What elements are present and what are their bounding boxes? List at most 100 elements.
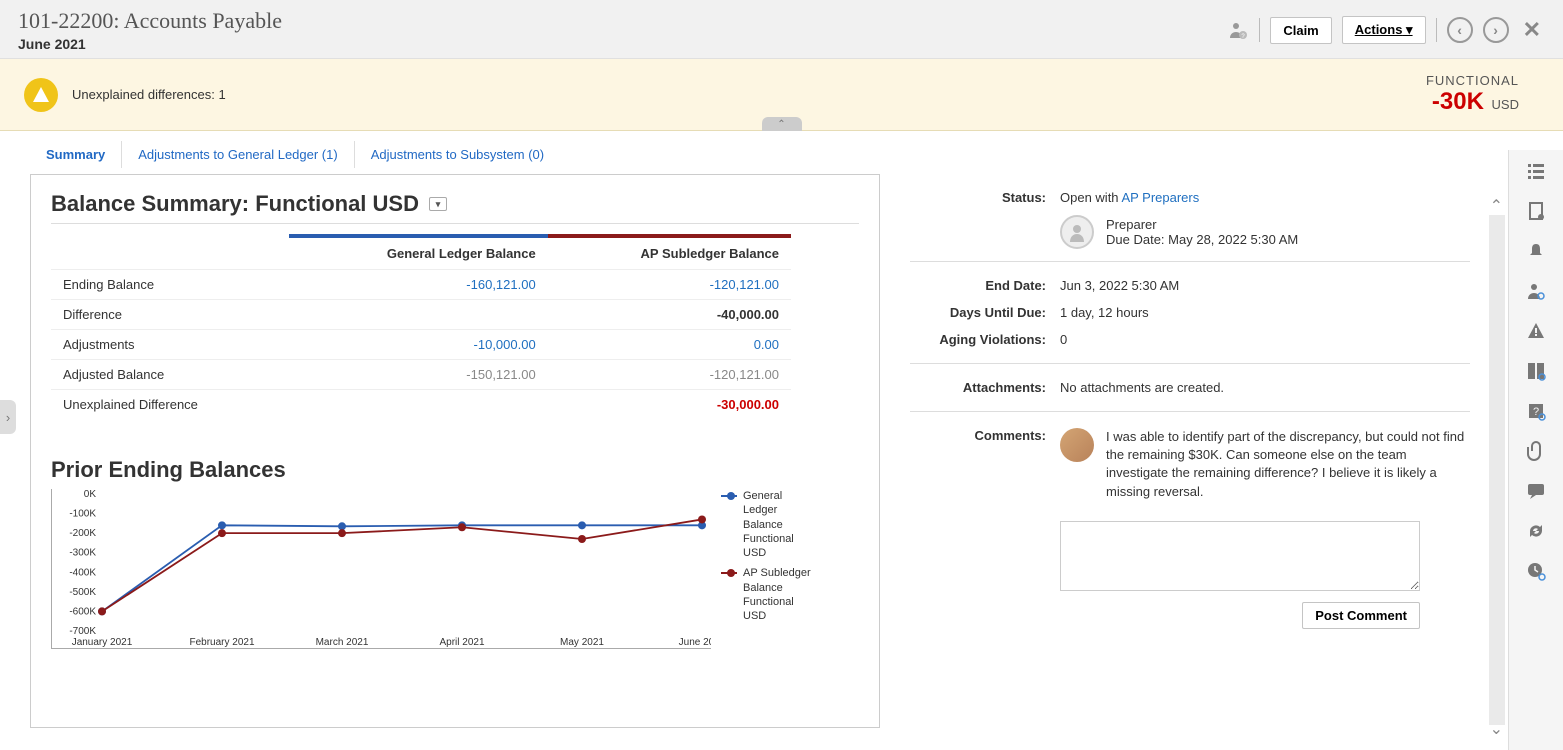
- svg-text:February 2021: February 2021: [189, 637, 254, 648]
- attachments-label: Attachments:: [910, 380, 1060, 395]
- svg-text:-200K: -200K: [69, 528, 96, 539]
- svg-text:March 2021: March 2021: [316, 637, 369, 648]
- legend-item: General Ledger Balance Functional USD: [721, 489, 813, 560]
- balance-summary-title: Balance Summary: Functional USD: [51, 191, 419, 217]
- col-header-ap: AP Subledger Balance: [548, 236, 791, 270]
- close-icon[interactable]: ✕: [1519, 17, 1545, 43]
- status-label: Status:: [910, 190, 1060, 205]
- post-comment-button[interactable]: Post Comment: [1302, 602, 1420, 629]
- comments-label: Comments:: [910, 428, 1060, 629]
- chart-title: Prior Ending Balances: [51, 457, 859, 483]
- attachments-value: No attachments are created.: [1060, 380, 1470, 395]
- row-gl: [289, 390, 548, 420]
- left-expand-handle[interactable]: ›: [0, 400, 16, 434]
- status-prefix: Open with: [1060, 190, 1121, 205]
- list-icon[interactable]: [1525, 160, 1547, 182]
- row-ap[interactable]: -120,121.00: [548, 270, 791, 300]
- days-due-label: Days Until Due:: [910, 305, 1060, 320]
- comment-avatar: [1060, 428, 1094, 462]
- person-question-icon[interactable]: ?: [1227, 19, 1249, 41]
- svg-text:-600K: -600K: [69, 606, 96, 617]
- balance-summary-table: General Ledger Balance AP Subledger Bala…: [51, 234, 791, 419]
- comment-input[interactable]: [1060, 521, 1420, 591]
- claim-button[interactable]: Claim: [1270, 17, 1331, 44]
- document-icon[interactable]: [1525, 200, 1547, 222]
- preparer-avatar: [1060, 215, 1094, 249]
- person-cog-icon[interactable]: [1525, 280, 1547, 302]
- functional-label: FUNCTIONAL: [1426, 73, 1519, 88]
- tab-adjustments-subsystem[interactable]: Adjustments to Subsystem (0): [355, 141, 560, 168]
- table-row: Adjustments-10,000.000.00: [51, 330, 791, 360]
- prior-balances-chart: 0K-100K-200K-300K-400K-500K-600K-700KJan…: [51, 489, 711, 649]
- aging-value: 0: [1060, 332, 1470, 347]
- actions-button[interactable]: Actions ▾: [1342, 16, 1426, 44]
- svg-text:0K: 0K: [84, 489, 97, 500]
- warning-text: Unexplained differences: 1: [72, 87, 226, 102]
- scroll-down-icon[interactable]: ⌄: [1490, 719, 1503, 739]
- row-label: Difference: [51, 300, 289, 330]
- aging-label: Aging Violations:: [910, 332, 1060, 347]
- status-link[interactable]: AP Preparers: [1121, 190, 1199, 205]
- svg-text:-700K: -700K: [69, 626, 96, 637]
- paperclip-icon[interactable]: [1525, 440, 1547, 462]
- details-panel: Status: Open with AP Preparers Preparer …: [910, 174, 1470, 728]
- bell-icon[interactable]: [1525, 240, 1547, 262]
- svg-text:-400K: -400K: [69, 567, 96, 578]
- divider: [51, 223, 859, 224]
- prev-button[interactable]: ‹: [1447, 17, 1473, 43]
- chat-icon[interactable]: [1525, 480, 1547, 502]
- end-date-value: Jun 3, 2022 5:30 AM: [1060, 278, 1470, 293]
- divider: [910, 363, 1470, 364]
- row-ap: -30,000.00: [548, 390, 791, 420]
- grid-cog-icon[interactable]: [1525, 360, 1547, 382]
- functional-amount: -30K: [1432, 88, 1484, 115]
- next-button[interactable]: ›: [1483, 17, 1509, 43]
- sync-icon[interactable]: [1525, 520, 1547, 542]
- svg-text:April 2021: April 2021: [439, 637, 484, 648]
- clock-cog-icon[interactable]: [1525, 560, 1547, 582]
- svg-text:January 2021: January 2021: [72, 637, 133, 648]
- row-gl: [289, 300, 548, 330]
- scrollbar[interactable]: [1489, 215, 1505, 725]
- row-label: Adjusted Balance: [51, 360, 289, 390]
- end-date-label: End Date:: [910, 278, 1060, 293]
- warning-banner: Unexplained differences: 1 FUNCTIONAL -3…: [0, 59, 1563, 131]
- alert-icon[interactable]: [1525, 320, 1547, 342]
- page-header: 101-22200: Accounts Payable June 2021 ? …: [0, 0, 1563, 59]
- due-value: May 28, 2022 5:30 AM: [1168, 232, 1298, 247]
- divider: [910, 261, 1470, 262]
- svg-text:-300K: -300K: [69, 548, 96, 559]
- tab-bar: Summary Adjustments to General Ledger (1…: [0, 131, 1563, 168]
- scroll-up-icon[interactable]: ⌃: [1490, 196, 1503, 216]
- svg-text:?: ?: [1533, 406, 1539, 418]
- legend-item: AP Subledger Balance Functional USD: [721, 566, 813, 623]
- warning-icon: [24, 78, 58, 112]
- row-ap[interactable]: 0.00: [548, 330, 791, 360]
- table-row: Adjusted Balance-150,121.00-120,121.00: [51, 360, 791, 390]
- help-cog-icon[interactable]: ?: [1525, 400, 1547, 422]
- row-gl[interactable]: -10,000.00: [289, 330, 548, 360]
- svg-text:June 2021: June 2021: [679, 637, 711, 648]
- svg-text:-500K: -500K: [69, 587, 96, 598]
- chart-legend: General Ledger Balance Functional USD AP …: [721, 489, 813, 649]
- row-gl[interactable]: -160,121.00: [289, 270, 548, 300]
- row-gl: -150,121.00: [289, 360, 548, 390]
- table-row: Ending Balance-160,121.00-120,121.00: [51, 270, 791, 300]
- functional-currency: USD: [1492, 97, 1519, 112]
- separator: [1436, 18, 1437, 42]
- row-label: Adjustments: [51, 330, 289, 360]
- table-row: Unexplained Difference-30,000.00: [51, 390, 791, 420]
- row-label: Ending Balance: [51, 270, 289, 300]
- currency-dropdown[interactable]: ▾: [429, 197, 447, 211]
- preparer-role: Preparer: [1106, 217, 1298, 232]
- status-value: Open with AP Preparers: [1060, 190, 1470, 205]
- row-ap: -120,121.00: [548, 360, 791, 390]
- banner-collapse-handle[interactable]: ⌃: [762, 117, 802, 131]
- tab-adjustments-gl[interactable]: Adjustments to General Ledger (1): [122, 141, 354, 168]
- page-title: 101-22200: Accounts Payable: [18, 8, 282, 34]
- side-rail: ?: [1508, 150, 1563, 750]
- divider: [910, 411, 1470, 412]
- tab-summary[interactable]: Summary: [30, 141, 122, 168]
- actions-label: Actions: [1355, 22, 1403, 37]
- row-ap: -40,000.00: [548, 300, 791, 330]
